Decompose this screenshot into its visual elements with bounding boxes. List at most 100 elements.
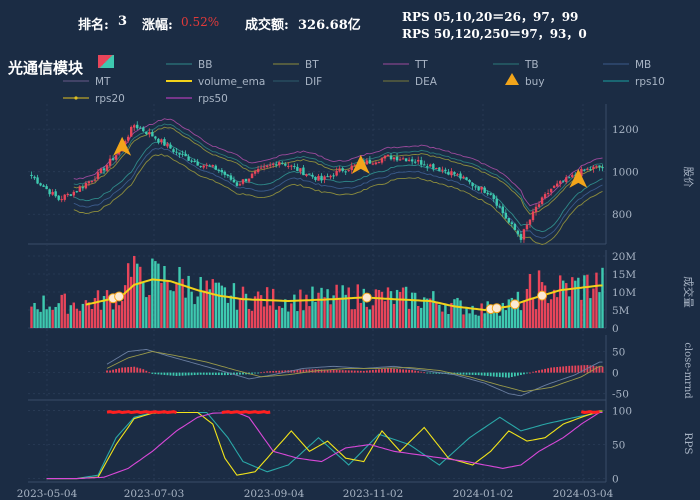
legend-label-volume_ema: volume_ema: [198, 76, 265, 88]
macd-axis-label: close-mrnd: [682, 342, 693, 399]
volume-bar: [359, 302, 363, 328]
x-date-label: 2023-09-04: [244, 488, 305, 500]
volume-bar: [362, 288, 366, 328]
macd-hist-bar: [233, 372, 235, 375]
candle-body: [465, 177, 468, 180]
candle-body: [160, 139, 163, 143]
candle-body: [111, 158, 115, 160]
candle-body: [81, 187, 85, 189]
candle-body: [592, 166, 595, 169]
volume-bar: [462, 314, 465, 328]
volume-bar: [262, 306, 266, 328]
candle-body: [468, 179, 471, 183]
macd-hist-bar: [344, 370, 347, 373]
macd-hist-bar: [130, 366, 133, 373]
rps10-line: [46, 411, 603, 480]
macd-hist-bar: [239, 372, 241, 375]
macd-hist-bar: [157, 372, 160, 375]
volume-bar: [169, 290, 172, 328]
macd-hist-bar: [308, 369, 311, 373]
macd-hist-bar: [226, 372, 229, 376]
candle-body: [66, 193, 69, 196]
volume-axis-label: 成交量: [682, 276, 695, 308]
candle-body: [365, 160, 369, 165]
macd-hist-bar: [362, 370, 365, 373]
legend-label-BT: BT: [305, 59, 319, 71]
dea-line: [106, 351, 603, 393]
volume-bar: [60, 294, 63, 328]
legend-label-DEA: DEA: [415, 76, 438, 88]
candle-body: [305, 174, 308, 176]
macd-hist-bar: [523, 372, 525, 375]
volume-bar: [528, 274, 532, 328]
volume-bar: [299, 289, 302, 328]
candle-body: [169, 144, 172, 149]
volume-bar: [90, 308, 94, 328]
price-tick-label: 1200: [612, 124, 639, 136]
candle-body: [601, 167, 604, 169]
candle-body: [63, 194, 66, 200]
candle-body: [513, 223, 517, 231]
macd-hist-bar: [202, 372, 205, 375]
volume-bar: [163, 266, 166, 328]
macd-hist-bar: [501, 372, 504, 378]
volume-bar: [314, 301, 317, 328]
candle-body: [175, 151, 178, 153]
macd-hist-bar: [353, 370, 356, 373]
macd-hist-bar: [456, 372, 459, 375]
volume-tick-label: 15M: [612, 269, 636, 281]
candle-body: [69, 194, 72, 196]
macd-hist-bar: [559, 366, 562, 373]
candle-body: [54, 191, 57, 197]
volume-bar: [151, 258, 154, 328]
macd-hist-bar: [193, 372, 196, 376]
legend-label-rps20: rps20: [95, 93, 125, 105]
macd-hist-bar: [447, 372, 450, 375]
volume-bar: [120, 301, 124, 328]
candle-body: [262, 166, 266, 168]
rps-high-segment: [221, 410, 271, 415]
candle-body: [151, 131, 154, 137]
volume-bar: [287, 311, 290, 328]
volume-bar: [157, 263, 160, 328]
macd-hist-bar: [532, 371, 534, 373]
legend-label-TT: TT: [414, 59, 428, 71]
volume-bar: [117, 305, 121, 328]
volume-bar: [293, 294, 296, 328]
candle-body: [555, 183, 559, 187]
volume-bar: [323, 297, 326, 328]
macd-hist-bar: [148, 372, 151, 374]
volume-bar: [444, 304, 447, 328]
candle-body: [537, 204, 541, 207]
macd-hist-bar: [598, 366, 601, 373]
macd-hist-bar: [359, 370, 362, 373]
macd-hist-bar: [236, 372, 238, 375]
candle-body: [332, 175, 335, 177]
candle-body: [389, 155, 393, 160]
macd-hist-bar: [399, 369, 401, 373]
macd-hist-bar: [544, 368, 546, 373]
volume-bar: [568, 296, 571, 328]
macd-hist-bar: [220, 372, 223, 376]
macd-hist-bar: [266, 371, 269, 373]
candle-body: [202, 165, 205, 168]
candle-body: [247, 178, 251, 182]
volume-bar: [546, 303, 550, 328]
buy-signal-marker: [113, 136, 132, 156]
volume-bar: [510, 297, 514, 328]
candle-body: [129, 126, 133, 137]
volume-bar: [290, 303, 293, 328]
volume-bar: [450, 302, 453, 328]
volume-bar: [429, 298, 432, 328]
candle-body: [580, 168, 583, 177]
candle-body: [353, 164, 356, 166]
macd-hist-bar: [160, 372, 163, 375]
macd-hist-bar: [242, 372, 244, 375]
candle-body: [516, 230, 520, 235]
macd-hist-bar: [154, 372, 157, 375]
macd-hist-bar: [121, 367, 124, 373]
volume-bar: [78, 310, 82, 328]
macd-hist-bar: [589, 365, 592, 373]
macd-hist-bar: [139, 368, 142, 373]
candle-body: [181, 153, 184, 155]
